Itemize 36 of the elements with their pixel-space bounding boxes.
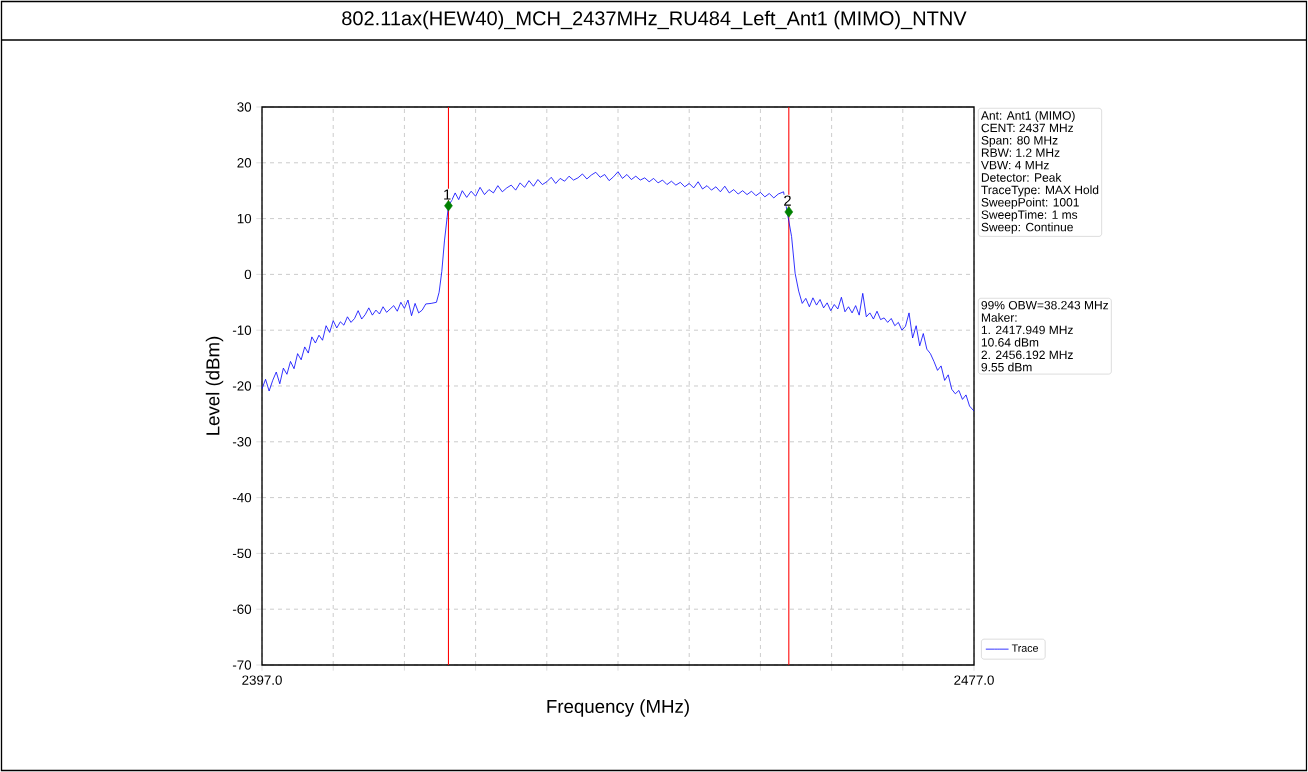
- y-tick-label: -30: [232, 437, 252, 447]
- y-axis-title: Level (dBm): [205, 336, 224, 435]
- text: 9.55 dBm: [981, 362, 1032, 372]
- text: VBW: 4 MHz: [981, 160, 1049, 170]
- y-tick-label: -70: [232, 660, 252, 670]
- text: TraceType: MAX Hold: [981, 185, 1099, 197]
- y-tick-label: 0: [244, 269, 252, 280]
- y-tick-label: 30: [237, 102, 252, 112]
- y-tick-label: 10: [237, 213, 252, 224]
- y-tick-label: -10: [232, 325, 252, 335]
- annotation: 2: [784, 195, 791, 206]
- text: 1. 2417.949 MHz: [981, 325, 1073, 335]
- text: 99% OBW=38.243 MHz: [981, 300, 1109, 310]
- text: CENT: 2437 MHz: [981, 123, 1074, 133]
- text: SweepTime: 1 ms: [981, 210, 1078, 222]
- text: RBW: 1.2 MHz: [981, 148, 1060, 157]
- chart-title: 802.11ax(HEW40)_MCH_2437MHz_RU484_Left_Ant1 (MIMO)_NTNV: [342, 10, 967, 30]
- y-tick-label: 20: [237, 158, 252, 168]
- x-tick-label: 2477.0: [954, 675, 994, 685]
- x-axis-title: Frequency (MHz): [547, 699, 689, 717]
- text: 10.64 dBm: [981, 337, 1039, 347]
- text: Span: 80 MHz: [981, 136, 1058, 147]
- text: Sweep: Continue: [981, 222, 1073, 234]
- y-tick-label: -20: [232, 381, 252, 391]
- text: Maker:: [981, 313, 1017, 322]
- legend-label: Trace: [1011, 644, 1039, 652]
- y-tick-label: -60: [232, 604, 252, 614]
- text: SweepPoint: 1001: [981, 197, 1079, 209]
- text: Detector: Peak: [981, 172, 1062, 182]
- text: Ant: Ant1 (MIMO): [980, 110, 1075, 123]
- text: 2. 2456.192 MHz: [981, 350, 1073, 360]
- line-series: [261, 171, 975, 412]
- y-tick-label: -40: [232, 492, 252, 503]
- annotation: 1: [444, 189, 451, 200]
- y-tick-label: -50: [232, 548, 252, 559]
- x-tick-label: 2397.0: [242, 675, 282, 685]
